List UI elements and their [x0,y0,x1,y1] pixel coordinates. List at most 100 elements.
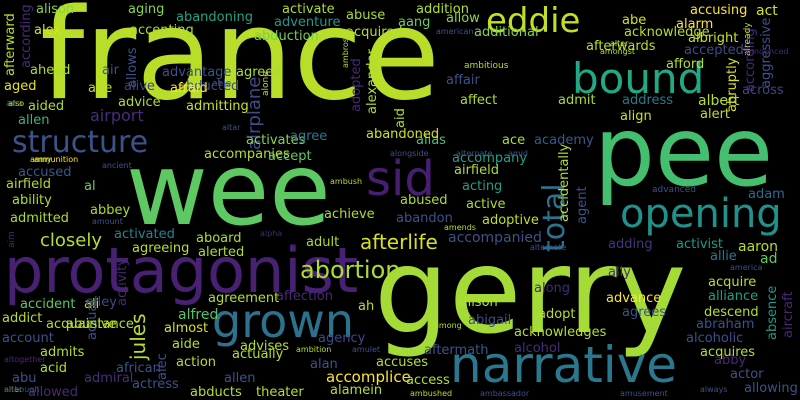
word: affect [460,93,498,108]
word: adding [608,237,653,252]
word: alan [310,357,338,372]
word: announced [744,47,789,56]
word: alarm [676,17,714,32]
word: additional [474,25,539,40]
word: acknowledges [514,325,607,340]
word: advanced [652,185,696,195]
word: accomplice [326,368,411,386]
word: adam [748,187,785,202]
word: accident [20,297,76,312]
word: admit [558,93,596,108]
word: opening [620,191,782,237]
word: admiral [84,371,134,386]
word: allowing [744,381,798,396]
word: aid [393,108,408,128]
word: closely [40,230,103,251]
word: alive [124,79,155,94]
word: airfield [6,177,51,192]
word: afterward [3,13,18,76]
word: ally [608,265,631,280]
word: alec [155,353,170,380]
word: accompanies [204,147,290,162]
word: abu [12,371,37,386]
word: abandoned [366,127,440,142]
word: allen [18,113,50,128]
word: abandon [396,211,453,226]
word: abducted [178,79,240,94]
word: america [730,263,763,272]
word: ability [12,193,52,208]
word: aaron [738,239,779,255]
word: agency [318,331,366,346]
word: sid [366,151,435,207]
word: account [2,331,54,346]
word: ammunition [30,155,79,164]
word: aim [7,231,17,248]
word: adopted [349,58,364,112]
word: afterlife [360,230,438,254]
word: alex [34,23,62,38]
word: acknowledge [624,25,710,40]
word: affair [446,73,480,88]
word: france [40,0,441,128]
word: ace [502,133,526,148]
word: alerted [198,245,245,260]
word: afraid [170,81,208,96]
word: admits [40,345,85,360]
word: acting [462,179,503,194]
word: act [756,3,778,19]
word: agent [575,186,590,224]
word: structure [12,125,149,160]
word: ah [358,299,375,314]
word: abducts [190,385,242,400]
word: alter [610,39,629,48]
word: eddie [486,1,581,41]
word: always [700,385,728,394]
word: absence [765,285,780,340]
word: amid [508,149,528,158]
word: agrees [622,305,667,320]
word: activated [114,227,175,242]
word: aircraft [781,291,796,338]
word: ana [6,99,23,109]
word: amusement [620,389,668,398]
word: address [622,93,674,108]
word: alcohol [514,341,561,356]
word: aide [172,337,200,352]
word: theater [256,385,304,400]
word: abby [714,353,747,368]
word: accepting [130,23,194,38]
word: allie [710,249,737,264]
word: alley [86,295,117,310]
word: actually [232,347,284,362]
word: accept [268,149,312,164]
word: accusing [690,3,748,18]
word: airport [90,106,144,125]
word: agree [290,129,328,144]
word: aging [128,2,165,17]
word: admitting [186,99,249,114]
word: bound [572,54,705,103]
word: access [406,373,450,388]
word: also [8,99,25,108]
word: addition [416,2,469,17]
word: addict [2,311,43,326]
word: abigail [468,313,512,328]
word: alfred [178,307,219,323]
word: almost [164,321,209,336]
word: alpha [260,229,283,238]
word: action [176,355,217,370]
word: age [88,81,113,96]
word: american [436,27,474,36]
word: accepted [684,43,744,58]
word: altar [222,123,241,132]
word: academy [534,133,594,148]
word: affection [276,289,333,304]
word: adult [306,235,340,250]
word: actress [132,377,179,392]
word: descend [704,305,759,320]
word: according [19,4,34,68]
word: abusive [66,317,117,332]
word: actor [730,367,764,382]
